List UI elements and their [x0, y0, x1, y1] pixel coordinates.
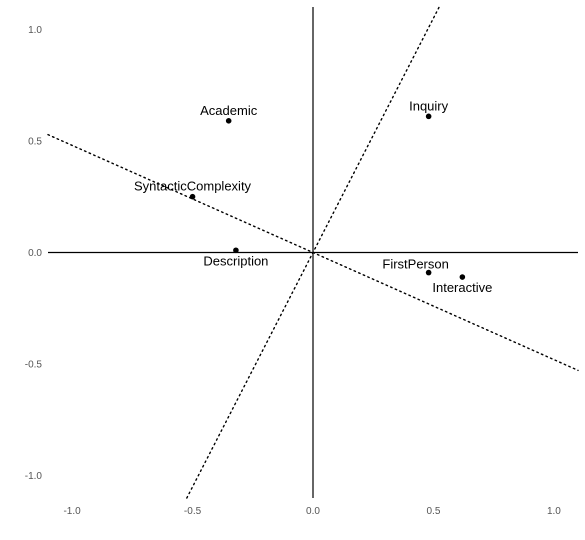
- x-tick-label: 0.0: [306, 506, 320, 517]
- dotted-direction-line-2: [186, 6, 440, 499]
- x-tick-label: -1.0: [63, 506, 81, 517]
- data-point: [459, 274, 466, 280]
- y-tick-label: 1.0: [28, 25, 42, 36]
- data-point: [425, 113, 432, 120]
- tick-labels: -1.0 -0.5 0.0 0.5 1.0 1.0 0.5 0.0 -0.5 -1.0: [25, 25, 562, 517]
- data-point: [189, 193, 196, 200]
- y-tick-label: -0.5: [25, 360, 43, 371]
- point-label: Academic: [200, 103, 258, 118]
- data-point: [225, 118, 232, 124]
- point-label: Inquiry: [409, 98, 449, 113]
- point-label: Description: [203, 253, 268, 268]
- point-label: SyntacticComplexity: [134, 179, 252, 194]
- y-tick-label: 0.0: [28, 248, 42, 259]
- point-label: FirstPerson: [382, 257, 448, 272]
- x-tick-label: 1.0: [547, 506, 561, 517]
- y-tick-label: 0.5: [28, 136, 42, 147]
- points-layer: Academic Inquiry SyntacticComplexity Descri…: [134, 98, 492, 295]
- data-point: [233, 247, 239, 254]
- data-point: [425, 269, 432, 276]
- lines-layer: [47, 6, 579, 499]
- point-label: Interactive: [432, 280, 492, 295]
- x-tick-label: 0.5: [427, 506, 441, 517]
- y-tick-label: -1.0: [25, 471, 43, 482]
- x-tick-label: -0.5: [184, 506, 202, 517]
